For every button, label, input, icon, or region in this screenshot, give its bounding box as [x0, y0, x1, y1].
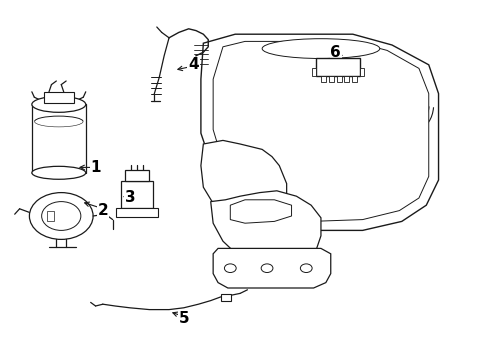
Bar: [337, 76, 342, 82]
Bar: [44, 92, 74, 103]
Bar: [344, 76, 349, 82]
Bar: [316, 58, 360, 76]
Circle shape: [224, 264, 236, 273]
Bar: [352, 76, 357, 82]
Polygon shape: [201, 34, 439, 230]
Text: 4: 4: [188, 57, 199, 72]
Circle shape: [261, 264, 273, 273]
Bar: [321, 76, 326, 82]
Polygon shape: [211, 191, 321, 270]
Bar: [360, 68, 364, 76]
Ellipse shape: [262, 39, 380, 58]
Bar: [117, 208, 158, 217]
Circle shape: [300, 264, 312, 273]
Bar: [312, 68, 316, 76]
Text: 3: 3: [124, 190, 135, 206]
Polygon shape: [213, 248, 331, 288]
Polygon shape: [47, 211, 54, 221]
Polygon shape: [230, 200, 292, 223]
Bar: [220, 294, 231, 301]
Bar: [125, 170, 149, 181]
Text: 5: 5: [178, 311, 189, 326]
Text: 2: 2: [98, 203, 108, 218]
Bar: [329, 76, 334, 82]
Polygon shape: [201, 140, 287, 221]
Ellipse shape: [32, 96, 86, 112]
Ellipse shape: [32, 166, 86, 179]
Bar: [122, 181, 153, 208]
Text: 1: 1: [90, 160, 101, 175]
Text: 6: 6: [330, 45, 341, 60]
Polygon shape: [213, 41, 429, 221]
